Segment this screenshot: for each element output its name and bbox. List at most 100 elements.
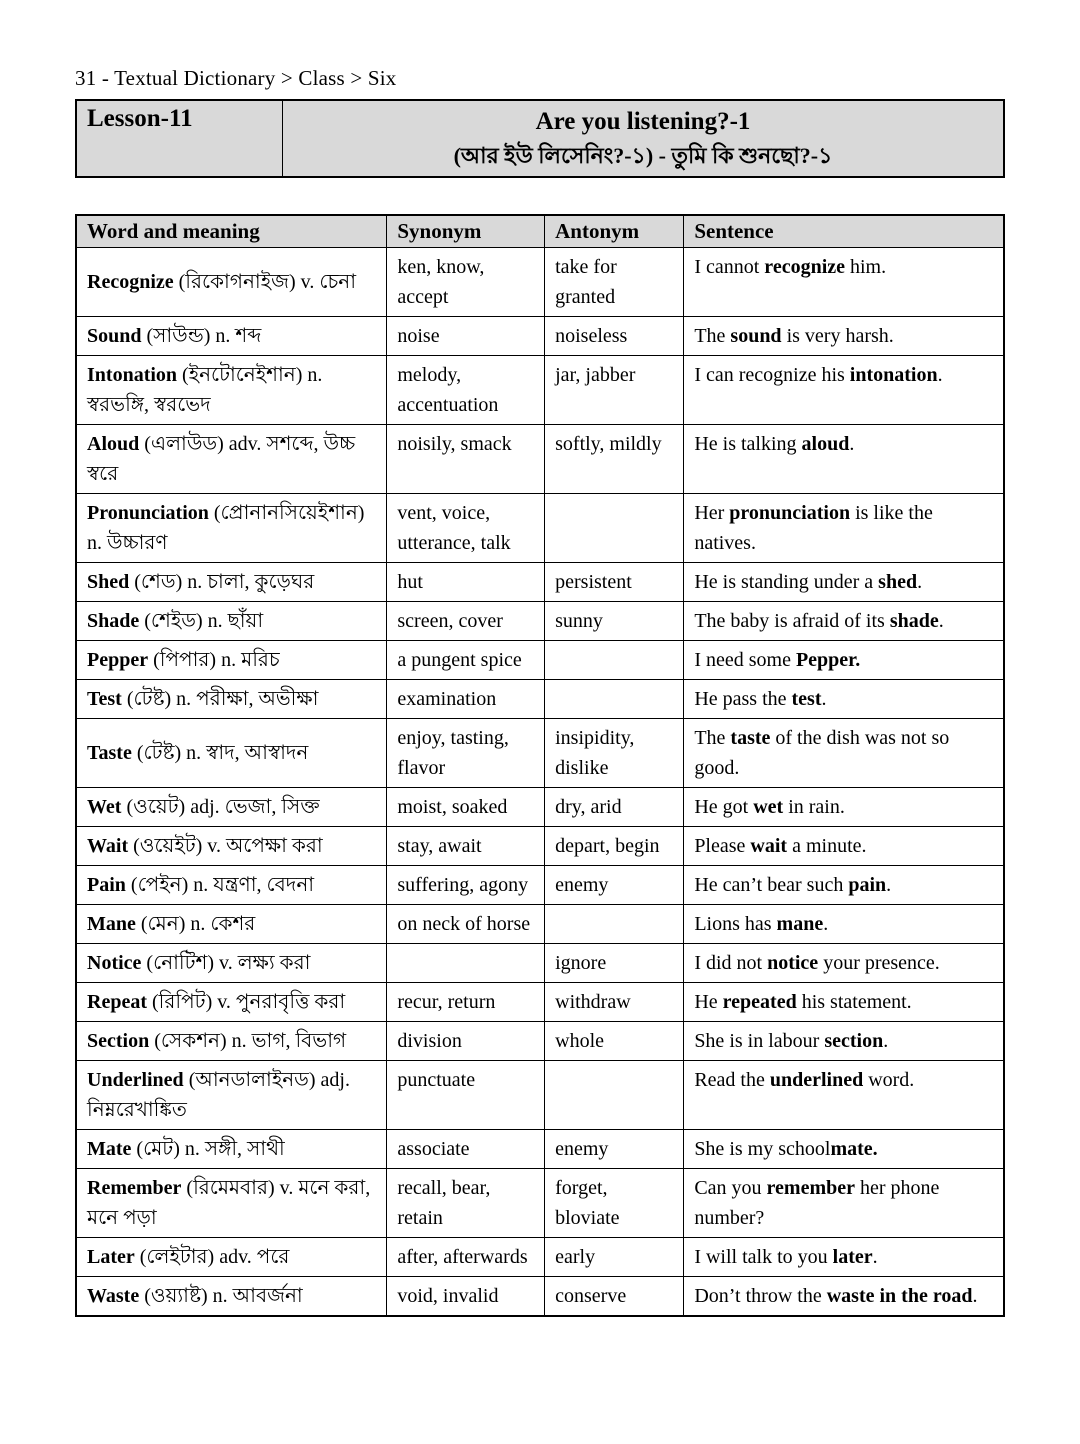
word-english: Pain <box>87 873 126 896</box>
sentence-text: . <box>823 912 829 935</box>
sentence-text: He is talking <box>694 432 802 455</box>
table-row: Aloud (এলাউড) adv. সশব্দে, উচ্চ স্বরে noi… <box>75 423 1005 494</box>
breadcrumb: 31 - Textual Dictionary > Class > Six <box>75 66 397 90</box>
word-cell: Underlined (আনডালাইনড) adj. নিম্নরেখাঙ্ক… <box>75 1059 388 1130</box>
antonym-cell: sunny <box>544 600 685 641</box>
sentence-cell: The taste of the dish was not so good. <box>683 717 1005 788</box>
column-header-sentence: Sentence <box>683 214 1005 248</box>
word-meaning: (এলাউড) adv. সশব্দে, উচ্চ স্বরে <box>87 432 356 485</box>
sentence-cell: She is my schoolmate. <box>683 1128 1005 1169</box>
sentence-text: Please <box>694 834 751 857</box>
word-cell: Section (সেকশন) n. ভাগ, বিভাগ <box>75 1020 388 1061</box>
sentence-text: him. <box>845 255 887 278</box>
sentence-cell: I will talk to you later. <box>683 1236 1005 1277</box>
dictionary-table-body: Recognize (রিকোগনাইজ) v. চেনা ken, know, … <box>75 246 1005 1317</box>
word-english: Shade <box>87 609 140 632</box>
sentence-text: I did not <box>694 951 768 974</box>
sentence-text: He <box>694 990 723 1013</box>
word-cell: Test (টেষ্ট) n. পরীক্ষা, অভীক্ষা <box>75 678 388 719</box>
synonym-cell: examination <box>386 678 546 719</box>
word-meaning: (টেষ্ট) n. স্বাদ, আস্বাদন <box>131 741 309 764</box>
sentence-text: She is in labour <box>694 1029 825 1052</box>
sentence-text: He got <box>694 795 754 818</box>
word-meaning: (শেইড) n. ছাঁয়া <box>139 609 264 632</box>
table-row: Pain (পেইন) n. যন্ত্রণা, বেদনা suffering,… <box>75 864 1005 905</box>
sentence-text: . <box>821 687 827 710</box>
synonym-cell: enjoy, tasting, flavor <box>386 717 546 788</box>
sentence-keyword: repeated <box>722 990 797 1013</box>
lesson-subtitle-bengali: (আর ইউ লিসেনিং?-১) - তুমি কি শুনছো?-১ <box>453 142 833 168</box>
sentence-keyword: remember <box>766 1176 855 1199</box>
sentence-text: . <box>886 873 892 896</box>
sentence-keyword: shade <box>889 609 939 632</box>
sentence-keyword: taste <box>730 726 771 749</box>
sentence-cell: Please wait a minute. <box>683 825 1005 866</box>
word-cell: Shed (শেড) n. চালা, কুড়েঘর <box>75 561 388 602</box>
table-row: Test (টেষ্ট) n. পরীক্ষা, অভীক্ষা examinat… <box>75 678 1005 719</box>
sentence-keyword: aloud <box>801 432 850 455</box>
word-meaning: (প্রোনানসিয়েইশান) n. উচ্চারণ <box>87 501 365 554</box>
sentence-cell: I can recognize his intonation. <box>683 354 1005 425</box>
synonym-cell: on neck of horse <box>386 903 546 944</box>
sentence-text: He is standing under a <box>694 570 879 593</box>
antonym-cell: whole <box>544 1020 685 1061</box>
sentence-cell: I did not notice your presence. <box>683 942 1005 983</box>
word-english: Pronunciation <box>87 501 209 524</box>
synonym-cell: melody, accentuation <box>386 354 546 425</box>
sentence-text: is like the natives. <box>694 501 933 554</box>
antonym-cell: take for granted <box>544 246 685 317</box>
sentence-cell: The sound is very harsh. <box>683 315 1005 356</box>
word-meaning: (আনডালাইনড) adj. নিম্নরেখাঙ্কিত <box>87 1068 350 1121</box>
sentence-text: word. <box>863 1068 915 1091</box>
table-header-row: Word and meaning Synonym Antonym Sentenc… <box>75 214 1005 248</box>
antonym-cell: dry, arid <box>544 786 685 827</box>
synonym-cell: void, invalid <box>386 1275 546 1317</box>
sentence-text: She is my school <box>694 1137 831 1160</box>
sentence-keyword: test <box>791 687 822 710</box>
antonym-cell: early <box>544 1236 685 1277</box>
sentence-text: He pass the <box>694 687 792 710</box>
synonym-cell: ken, know, accept <box>386 246 546 317</box>
word-english: Taste <box>87 741 132 764</box>
column-header-antonym: Antonym <box>544 214 685 248</box>
synonym-cell: stay, await <box>386 825 546 866</box>
lesson-number: Lesson-11 <box>75 99 283 178</box>
sentence-text: . <box>938 609 944 632</box>
sentence-keyword: notice <box>767 951 819 974</box>
table-row: Recognize (রিকোগনাইজ) v. চেনা ken, know, … <box>75 246 1005 317</box>
synonym-cell: after, afterwards <box>386 1236 546 1277</box>
word-meaning: (মেন) n. কেশর <box>135 912 256 935</box>
sentence-cell: He repeated his statement. <box>683 981 1005 1022</box>
word-meaning: (ইনটোনেইশান) n. স্বরভঙ্গি, স্বরভেদ <box>87 363 323 416</box>
table-row: Pronunciation (প্রোনানসিয়েইশান) n. উচ্চ… <box>75 492 1005 563</box>
word-english: Mane <box>87 912 136 935</box>
word-cell: Sound (সাউন্ড) n. শব্দ <box>75 315 388 356</box>
sentence-keyword: intonation <box>849 363 938 386</box>
sentence-keyword: mate. <box>830 1137 878 1160</box>
word-english: Aloud <box>87 432 140 455</box>
sentence-cell: The baby is afraid of its shade. <box>683 600 1005 641</box>
word-meaning: (রিমেমবার) v. মনে করা, মনে পড়া <box>87 1176 371 1229</box>
sentence-keyword: mane <box>776 912 824 935</box>
word-meaning: (ওয়্যাষ্ট) n. আবর্জনা <box>139 1284 303 1307</box>
sentence-text: . <box>917 570 923 593</box>
word-cell: Mane (মেন) n. কেশর <box>75 903 388 944</box>
sentence-keyword: later <box>832 1245 873 1268</box>
lesson-title-cell: Are you listening?-1 (আর ইউ লিসেনিং?-১) … <box>282 99 1005 178</box>
column-header-word-and-meaning: Word and meaning <box>75 214 388 248</box>
table-row: Pepper (পিপার) n. মরিচ a pungent spice I n… <box>75 639 1005 680</box>
table-row: Wait (ওয়েইট) v. অপেক্ষা করা stay, await d… <box>75 825 1005 866</box>
sentence-cell: She is in labour section. <box>683 1020 1005 1061</box>
word-meaning: (সাউন্ড) n. শব্দ <box>141 324 262 347</box>
word-cell: Pain (পেইন) n. যন্ত্রণা, বেদনা <box>75 864 388 905</box>
word-cell: Pronunciation (প্রোনানসিয়েইশান) n. উচ্চ… <box>75 492 388 563</box>
antonym-cell: insipidity, dislike <box>544 717 685 788</box>
dictionary-table: Word and meaning Synonym Antonym Sentenc… <box>75 213 1005 1317</box>
word-cell: Later (লেইটার) adv. পরে <box>75 1236 388 1277</box>
sentence-cell: He got wet in rain. <box>683 786 1005 827</box>
word-english: Test <box>87 687 122 710</box>
table-row: Mate (মেট) n. সঙ্গী, সাথী associate enemy S… <box>75 1128 1005 1169</box>
synonym-cell: associate <box>386 1128 546 1169</box>
synonym-cell: moist, soaked <box>386 786 546 827</box>
document-page: 31 - Textual Dictionary > Class > Six Le… <box>75 0 1005 1317</box>
